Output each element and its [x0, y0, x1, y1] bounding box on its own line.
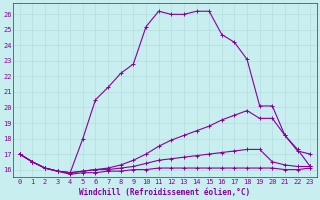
X-axis label: Windchill (Refroidissement éolien,°C): Windchill (Refroidissement éolien,°C): [79, 188, 251, 197]
